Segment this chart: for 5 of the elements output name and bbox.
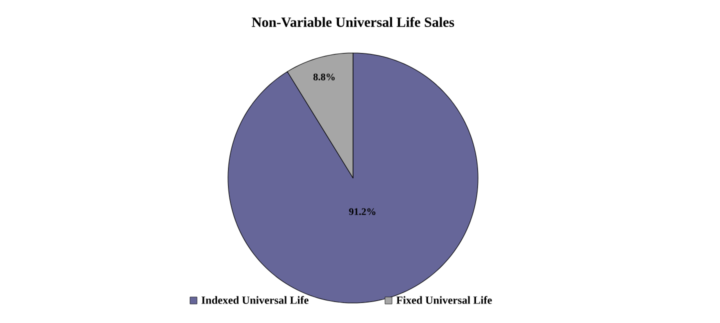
chart-title: Non-Variable Universal Life Sales	[252, 16, 454, 28]
data-label: 8.8%	[313, 74, 335, 80]
legend-label: Indexed Universal Life	[202, 296, 308, 304]
data-label: 91.2%	[349, 208, 376, 216]
legend-label: Fixed Universal Life	[396, 296, 492, 304]
